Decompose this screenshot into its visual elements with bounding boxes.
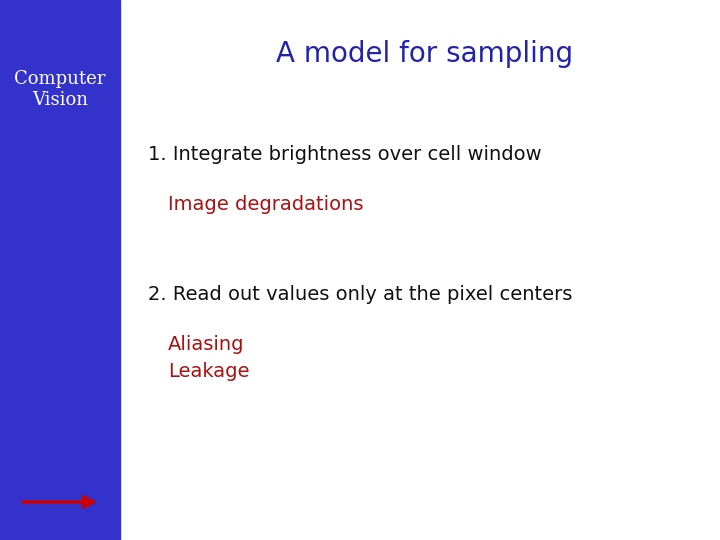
Text: Computer
Vision: Computer Vision (14, 70, 106, 109)
Bar (0, 0, 120, 540)
Text: 1. Integrate brightness over cell window: 1. Integrate brightness over cell window (148, 145, 541, 164)
Text: Aliasing: Aliasing (168, 335, 245, 354)
Text: Image degradations: Image degradations (168, 195, 364, 214)
Text: A model for sampling: A model for sampling (276, 40, 574, 68)
Text: 2. Read out values only at the pixel centers: 2. Read out values only at the pixel cen… (148, 285, 572, 304)
Text: Leakage: Leakage (168, 362, 250, 381)
